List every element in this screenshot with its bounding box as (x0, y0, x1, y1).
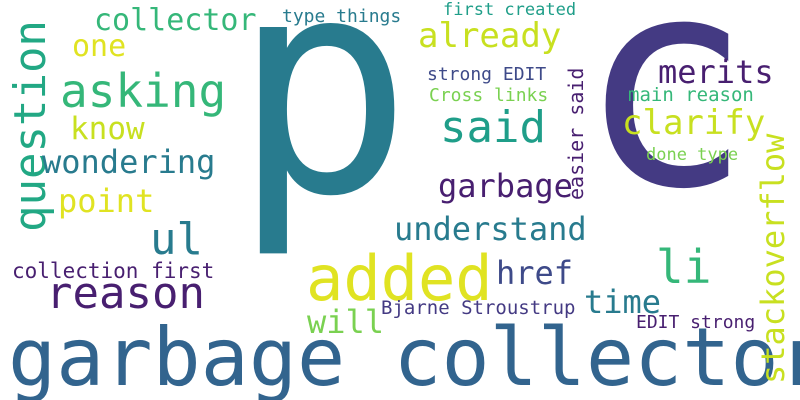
word-garbage-collector: garbage collector (8, 311, 800, 400)
word-time: time (584, 283, 662, 321)
word-merits: merits (658, 53, 774, 91)
word-question: question (5, 20, 56, 232)
word-type-things: type things (282, 6, 402, 27)
word-garbage: garbage (438, 167, 573, 205)
word-edit-strong: EDIT strong (636, 312, 756, 333)
word-ul: ul (150, 214, 203, 265)
word-cross-links: Cross links (429, 85, 549, 106)
word-li: li (656, 240, 712, 294)
word-easier-said: easier said (564, 67, 588, 200)
word-c: c (578, 0, 753, 253)
word-wondering: wondering (42, 143, 216, 181)
word-will: will (307, 303, 385, 341)
word-collector: collector (94, 3, 257, 38)
word-href: href (496, 254, 574, 292)
word-stackoverflow: stackoverflow (754, 133, 792, 384)
word-main-reason: main reason (628, 84, 754, 106)
word-know: know (70, 111, 145, 147)
word-understand: understand (394, 210, 587, 248)
word-said: said (440, 102, 546, 153)
word-p: p (232, 0, 413, 262)
word-clarify: clarify (622, 103, 766, 143)
word-collection-first: collection first (12, 259, 215, 283)
word-one: one (72, 29, 127, 64)
word-asking: asking (60, 64, 227, 118)
word-added: added (306, 242, 493, 315)
word-point: point (58, 182, 155, 220)
word-first-created: first created (443, 0, 577, 20)
word-strong-edit: strong EDIT (427, 64, 547, 85)
word-already: already (418, 16, 562, 56)
word-done-type: done type (646, 145, 739, 165)
word-bjarne-stroustrup: Bjarne Stroustrup (381, 297, 576, 319)
word-reason: reason (46, 268, 205, 319)
